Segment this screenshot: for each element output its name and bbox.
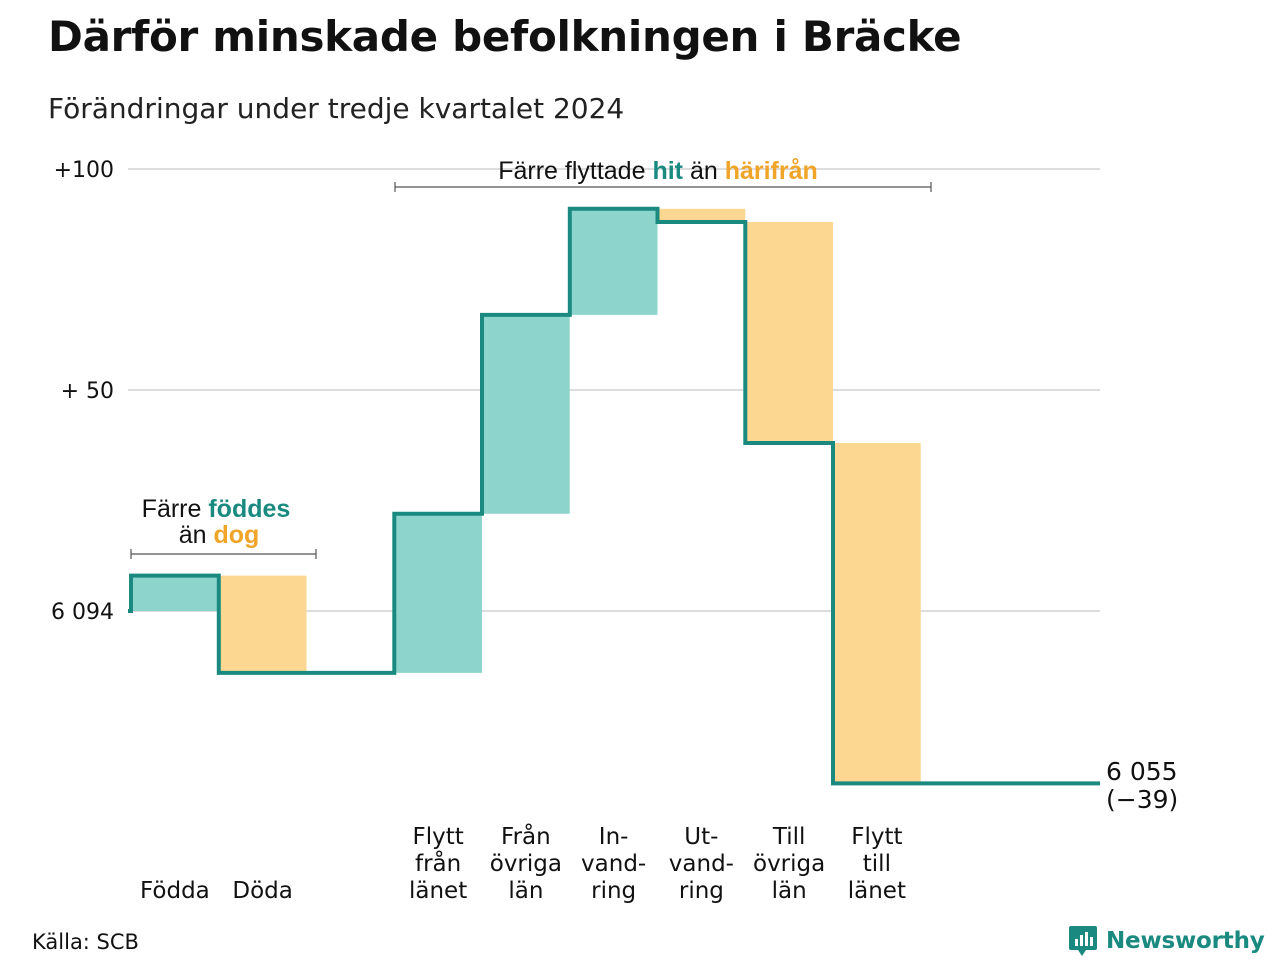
x-category-label: In- (599, 824, 629, 850)
x-category-label: från (415, 849, 461, 877)
decrease-bar (833, 443, 921, 784)
end-change-label: (−39) (1106, 785, 1178, 814)
end-value-label: 6 055 (1106, 757, 1178, 786)
bar-layer (128, 206, 1100, 786)
x-category-label: länet (409, 878, 467, 904)
x-category-label: Flytt (851, 824, 902, 850)
x-category-label: övriga (753, 851, 825, 877)
births-deaths-annotation-line2: än dog (179, 521, 260, 549)
x-category-label: län (508, 878, 543, 904)
x-category-label: Flytt (412, 824, 463, 850)
cumulative-step-line (128, 206, 1100, 786)
y-tick-label: +100 (54, 158, 114, 183)
decrease-bar (657, 208, 746, 223)
annotation-layer: Färre föddes än dog Färre flyttade hit ä… (130, 157, 932, 559)
migration-annotation: Färre flyttade hit än härifrån (498, 157, 818, 185)
x-category-label: ring (679, 878, 724, 904)
y-tick-label: + 50 (61, 379, 114, 404)
x-category-label: Döda (232, 878, 292, 904)
decrease-bar (218, 575, 307, 673)
increase-bar (131, 575, 219, 611)
increase-bar (569, 208, 658, 315)
x-category-label: län (772, 878, 807, 904)
increase-bar (394, 513, 482, 673)
x-category-label: till (863, 851, 891, 877)
x-category-label: Ut- (684, 824, 718, 850)
x-category-label: länet (848, 878, 906, 904)
chart-subtitle: Förändringar under tredje kvartalet 2024 (48, 92, 625, 125)
decrease-bar (745, 222, 833, 444)
x-category-label: Till (772, 824, 806, 850)
x-category-label: ring (591, 878, 636, 904)
source-note: Källa: SCB (32, 930, 139, 954)
increase-bar (482, 314, 570, 514)
chart-title: Därför minskade befolkningen i Bräcke (48, 12, 962, 61)
newsworthy-logo-icon (1069, 926, 1097, 956)
brand-logo: Newsworthy (1068, 924, 1265, 958)
x-category-label: vand- (669, 851, 734, 877)
x-category-label: Födda (140, 878, 210, 904)
x-category-label: vand- (581, 851, 646, 877)
brand-name: Newsworthy (1106, 928, 1265, 954)
births-deaths-annotation-line1: Färre föddes (142, 495, 291, 523)
x-category-label: övriga (490, 851, 562, 877)
x-category-label: Från (501, 822, 551, 850)
y-tick-label: 6 094 (51, 600, 114, 625)
